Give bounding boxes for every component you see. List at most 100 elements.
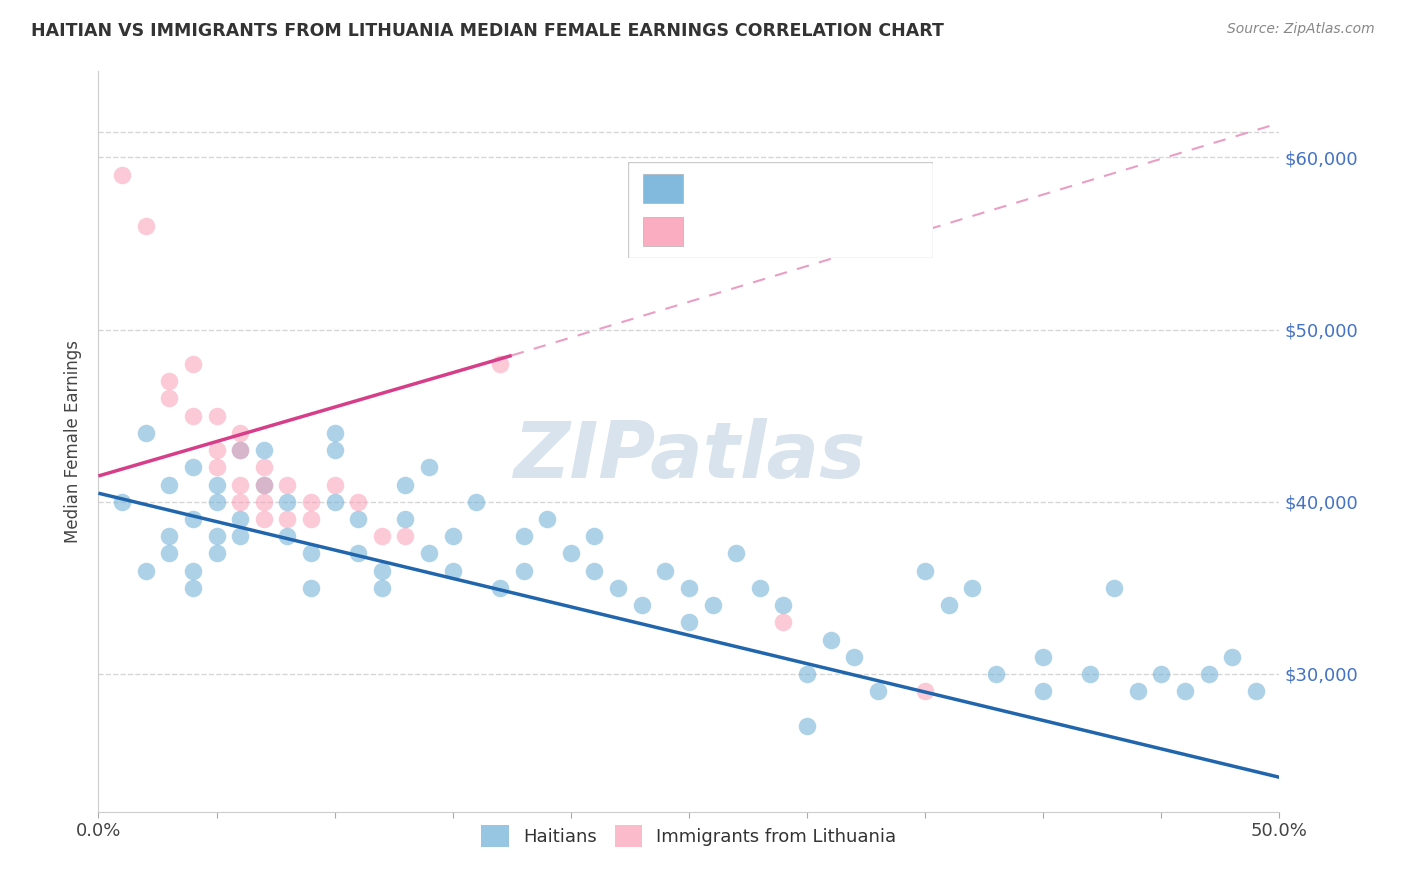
Point [371,581,394,595]
Point [1220,649,1243,664]
Point [205,546,228,560]
Text: R =: R = [695,222,734,240]
Point [347,546,370,560]
Point [962,581,984,595]
Point [229,443,252,458]
Text: 0.219: 0.219 [738,222,801,240]
Point [1032,649,1054,664]
Point [914,564,936,578]
Point [299,581,322,595]
Point [299,495,322,509]
Point [229,425,252,440]
Point [181,357,204,371]
Point [205,477,228,491]
FancyBboxPatch shape [628,162,934,258]
Point [253,477,276,491]
Point [181,460,204,475]
Text: ZIPatlas: ZIPatlas [513,418,865,494]
Point [157,529,180,543]
Point [229,495,252,509]
Point [489,581,512,595]
Point [1102,581,1125,595]
Point [512,564,534,578]
Point [536,512,558,526]
Point [157,392,180,406]
Point [205,409,228,423]
Text: -0.619: -0.619 [738,179,803,197]
Text: 28: 28 [860,222,884,240]
Point [299,512,322,526]
Point [229,512,252,526]
Point [583,564,606,578]
Point [1080,667,1102,681]
Point [489,357,512,371]
Point [1198,667,1220,681]
Point [135,219,157,234]
Point [323,495,346,509]
Point [394,477,416,491]
Point [323,477,346,491]
Point [276,495,298,509]
Point [796,718,818,732]
Point [418,546,440,560]
Text: N =: N = [817,179,858,197]
Point [1150,667,1173,681]
Point [205,495,228,509]
Point [866,684,889,698]
Point [371,529,394,543]
Point [607,581,630,595]
Point [205,460,228,475]
Point [157,477,180,491]
Point [725,546,748,560]
Legend: Haitians, Immigrants from Lithuania: Haitians, Immigrants from Lithuania [474,818,904,855]
Point [441,529,464,543]
Point [135,425,157,440]
Point [630,598,652,612]
FancyBboxPatch shape [643,217,683,245]
Point [229,529,252,543]
Point [583,529,606,543]
Point [157,374,180,388]
Point [844,649,866,664]
Point [253,477,276,491]
Point [678,615,700,630]
Point [938,598,960,612]
Point [1032,684,1054,698]
Point [702,598,724,612]
Point [394,512,416,526]
Point [205,443,228,458]
Point [111,168,134,182]
Point [772,615,794,630]
Point [984,667,1007,681]
Point [181,409,204,423]
Point [111,495,134,509]
Point [323,425,346,440]
Point [772,598,794,612]
Point [1126,684,1149,698]
Point [914,684,936,698]
Point [253,512,276,526]
Point [181,581,204,595]
Point [299,546,322,560]
Point [560,546,582,560]
FancyBboxPatch shape [643,175,683,203]
Text: HAITIAN VS IMMIGRANTS FROM LITHUANIA MEDIAN FEMALE EARNINGS CORRELATION CHART: HAITIAN VS IMMIGRANTS FROM LITHUANIA MED… [31,22,943,40]
Point [820,632,842,647]
Point [748,581,770,595]
Point [394,529,416,543]
Point [276,477,298,491]
Point [253,460,276,475]
Point [1174,684,1197,698]
Point [135,564,157,578]
Text: R =: R = [695,179,734,197]
Text: 72: 72 [860,179,884,197]
Point [371,564,394,578]
Point [418,460,440,475]
Point [229,477,252,491]
Y-axis label: Median Female Earnings: Median Female Earnings [65,340,83,543]
Point [229,443,252,458]
Point [678,581,700,595]
Point [205,529,228,543]
Text: N =: N = [817,222,858,240]
Point [796,667,818,681]
